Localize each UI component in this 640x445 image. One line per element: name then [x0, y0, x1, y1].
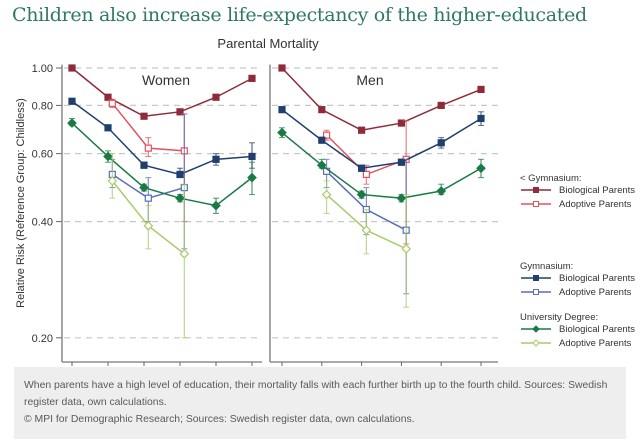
data-point: [361, 225, 372, 236]
legend-group-title: Gymnasium:: [520, 261, 573, 272]
data-point: [247, 172, 257, 183]
legend-marker: [533, 275, 539, 281]
legend-entry-label: Adoptive Parents: [559, 338, 632, 349]
data-point: [140, 161, 148, 169]
legend-entry-label: Adoptive Parents: [559, 287, 632, 298]
data-point: [318, 106, 326, 114]
data-point: [108, 99, 116, 107]
data-point: [397, 119, 405, 127]
series-university-degree-biological-parents: [277, 127, 486, 204]
series-university-degree-adoptive-parents: [321, 180, 412, 308]
data-point: [362, 170, 370, 179]
series-gymnasium-biological-parents: [278, 106, 485, 172]
series-line: [71, 67, 253, 117]
headline: Children also increase life-expectancy o…: [12, 4, 587, 26]
y-tick-label: 0.80: [32, 100, 53, 112]
legend-marker: [532, 325, 540, 333]
data-point: [318, 136, 326, 144]
data-point: [278, 64, 286, 72]
data-point: [212, 93, 220, 101]
data-point: [397, 158, 405, 166]
series-gymnasium-biological-parents: [68, 64, 256, 120]
data-point: [322, 131, 331, 139]
data-point: [437, 101, 445, 110]
data-point: [321, 189, 332, 200]
data-point: [278, 106, 286, 114]
caption-text: When parents have a high level of educat…: [24, 380, 608, 408]
data-point: [477, 85, 485, 94]
series-university-degree-biological-parents: [67, 117, 257, 214]
data-point: [179, 249, 190, 259]
data-point: [144, 144, 152, 152]
data-point: [104, 124, 112, 132]
data-point: [358, 126, 366, 134]
legend-entry-label: Biological Parents: [559, 185, 635, 196]
caption-box: When parents have a high level of educat…: [14, 367, 626, 439]
legend-marker: [533, 187, 539, 193]
data-point: [67, 118, 77, 128]
legend-marker: [532, 339, 540, 347]
series-line: [71, 100, 253, 176]
legend-group-title: < Gymnasium:: [520, 173, 582, 184]
data-point: [176, 170, 184, 179]
y-axis-label: Relative Risk (Reference Group: Childles…: [15, 98, 27, 308]
y-tick-label: 1.00: [32, 63, 53, 75]
y-tick-label: 0.40: [32, 217, 53, 229]
data-point: [396, 193, 407, 204]
legend-entry-label: Adoptive Parents: [559, 199, 632, 210]
panel-title: Men: [356, 72, 383, 88]
data-point: [68, 97, 76, 105]
data-point: [211, 200, 221, 211]
data-point: [248, 152, 256, 161]
data-point: [277, 127, 287, 138]
series-line: [71, 122, 253, 207]
series-university-degree-adoptive-parents: [107, 153, 190, 339]
data-point: [143, 221, 154, 231]
legend-entry-label: Biological Parents: [559, 273, 635, 284]
data-point: [436, 186, 447, 196]
panel-title: Women: [142, 72, 190, 88]
data-point: [139, 182, 149, 193]
parental-mortality-chart: Parental Mortality Relative Risk (Refere…: [15, 36, 635, 366]
caption-credit: © MPI for Demographic Research; Sources:…: [24, 414, 415, 425]
data-point: [175, 193, 185, 204]
y-tick-label: 0.60: [32, 149, 53, 161]
data-point: [358, 164, 366, 172]
data-point: [437, 139, 445, 147]
legend-marker: [533, 289, 539, 295]
panel-women: Women: [67, 64, 257, 339]
data-point: [316, 160, 327, 171]
data-point: [68, 64, 76, 72]
data-point: [476, 163, 486, 174]
data-point: [144, 194, 152, 202]
panel-men: Men: [277, 64, 486, 308]
chart-title: Parental Mortality: [217, 36, 319, 51]
legend-group-title: University Degree:: [520, 312, 598, 323]
series-line: [281, 132, 482, 199]
data-point: [477, 114, 485, 123]
series-gymnasium-biological-parents: [68, 97, 256, 179]
data-point: [140, 112, 148, 120]
series-gymnasium-biological-parents: [278, 64, 485, 134]
legend-entry-label: Biological Parents: [559, 324, 635, 335]
data-point: [107, 176, 118, 186]
data-point: [104, 93, 112, 101]
series-line: [281, 109, 482, 170]
data-point: [356, 189, 367, 200]
data-point: [103, 151, 113, 162]
data-point: [248, 74, 256, 82]
legend-marker: [533, 201, 539, 207]
y-tick-label: 0.20: [32, 333, 53, 345]
data-point: [212, 155, 220, 163]
data-point: [176, 108, 184, 116]
data-point: [401, 244, 412, 254]
series-line: [281, 67, 482, 131]
